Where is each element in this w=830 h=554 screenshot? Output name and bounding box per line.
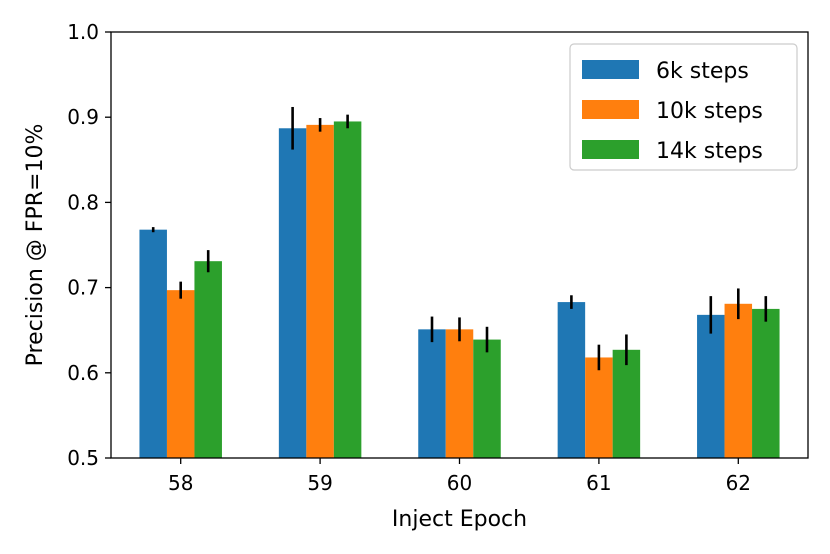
bar-6k-steps-62 xyxy=(697,314,725,458)
errorbars-layer xyxy=(151,106,768,371)
legend-label: 6k steps xyxy=(656,59,749,84)
x-tick-label: 59 xyxy=(307,471,332,495)
x-axis-label: Inject Epoch xyxy=(392,507,527,532)
bar-6k-steps-61 xyxy=(557,302,586,458)
legend-swatch-14k-steps xyxy=(582,140,639,159)
x-tick-label: 62 xyxy=(726,471,751,495)
bar-14k-steps-59 xyxy=(333,121,362,459)
bar-10k-steps-61 xyxy=(585,357,613,458)
x-tick-label: 60 xyxy=(447,471,472,495)
legend-swatch-10k-steps xyxy=(582,100,639,119)
bar-14k-steps-62 xyxy=(752,308,780,458)
legend-swatch-6k-steps xyxy=(582,60,639,79)
bar-10k-steps-60 xyxy=(445,329,474,458)
bar-14k-steps-61 xyxy=(612,349,641,458)
bar-6k-steps-60 xyxy=(418,329,446,458)
y-tick-label: 0.6 xyxy=(67,361,99,385)
y-axis: 0.5 0.6 0.7 0.8 0.9 1.0 xyxy=(67,20,111,470)
y-tick-label: 1.0 xyxy=(67,20,99,44)
legend-label: 10k steps xyxy=(656,99,763,124)
bar-10k-steps-59 xyxy=(306,124,334,459)
x-tick-label: 61 xyxy=(586,471,611,495)
legend: 6k steps 10k steps 14k steps xyxy=(569,43,798,171)
bar-6k-steps-58 xyxy=(139,229,167,458)
x-tick-label: 58 xyxy=(168,471,193,495)
bar-10k-steps-58 xyxy=(166,290,195,458)
y-tick-label: 0.5 xyxy=(67,446,99,470)
y-tick-label: 0.7 xyxy=(67,276,99,300)
x-axis: 58 59 60 61 62 xyxy=(168,458,751,495)
bar-14k-steps-58 xyxy=(194,261,222,458)
y-tick-label: 0.9 xyxy=(67,105,99,129)
bar-10k-steps-62 xyxy=(724,303,753,458)
legend-label: 14k steps xyxy=(656,139,763,164)
y-axis-label: Precision @ FPR=10% xyxy=(23,124,48,367)
bar-6k-steps-59 xyxy=(278,128,307,458)
y-tick-label: 0.8 xyxy=(67,190,99,214)
bars-layer xyxy=(139,121,780,459)
bar-14k-steps-60 xyxy=(473,339,501,458)
